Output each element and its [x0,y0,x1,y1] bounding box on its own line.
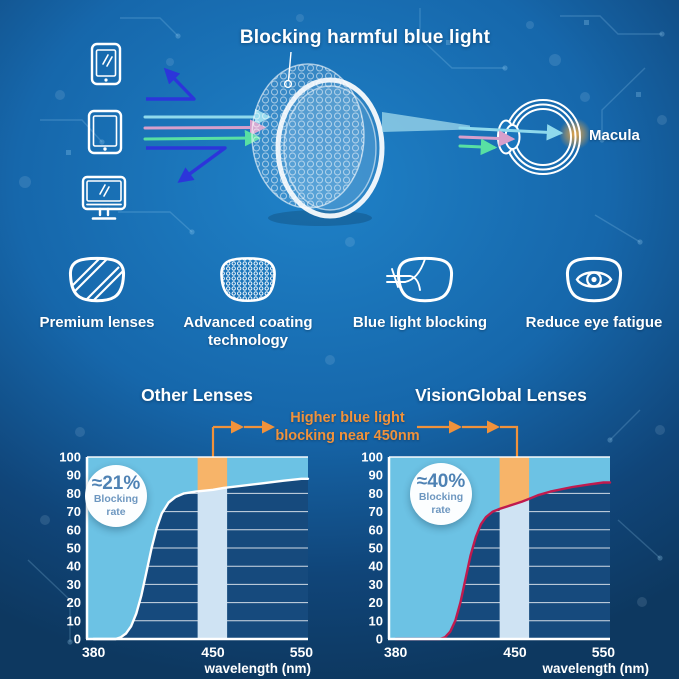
blue-light-diagram [81,42,591,226]
svg-text:90: 90 [67,468,81,483]
svg-text:0: 0 [376,632,383,647]
svg-text:70: 70 [369,504,383,519]
svg-text:550: 550 [290,644,314,660]
svg-text:50: 50 [369,541,383,556]
svg-text:10: 10 [67,613,81,628]
highlight-annotation: Higher blue light blocking near 450nm [275,410,420,445]
page-title: Blocking harmful blue light [239,27,491,48]
svg-text:wavelength (nm): wavelength (nm) [541,661,649,676]
svg-text:100: 100 [59,450,81,465]
svg-text:60: 60 [67,522,81,537]
visionglobal-lenses-plot: 0 10 20 30 40 50 60 70 80 90 100 380 450 550wavelengt… [361,450,649,677]
feature-item: Blue light blocking [335,255,505,332]
svg-text:380: 380 [384,644,408,660]
reduce-eye-fatigue-lens-icon [565,256,623,303]
feature-item: Reduce eye fatigue [509,255,679,332]
honeycomb-coating [251,63,365,209]
incoming-light-rays [143,108,272,147]
svg-text:30: 30 [369,577,383,592]
left-chart-title: Other Lenses [141,385,253,405]
premium-lens-icon [68,256,126,303]
svg-text:0: 0 [74,632,81,647]
svg-text:70: 70 [67,504,81,519]
reflected-blue-arrows [146,67,227,183]
feature-item: Advanced coating technology [177,255,319,350]
coating-mesh-lens-icon [220,257,276,303]
svg-text:100: 100 [361,450,383,465]
svg-text:450: 450 [201,644,225,660]
svg-text:50: 50 [67,541,81,556]
feature-label: Reduce eye fatigue [525,314,663,331]
svg-text:40: 40 [67,559,81,574]
svg-text:40: 40 [369,559,383,574]
right-chart-title: VisionGlobal Lenses [415,385,587,405]
svg-text:10: 10 [369,613,383,628]
svg-text:380: 380 [82,644,106,660]
tablet-icon [87,109,123,155]
svg-text:20: 20 [67,595,81,610]
blocking-rate-badge: ≈21% Blocking rate [85,465,147,527]
features-row: Premium lenses Advanced coating technolo… [0,255,679,375]
svg-text:30: 30 [67,577,81,592]
blocking-rate-value: ≈21% [91,473,141,495]
other-lenses-chart: 0 10 20 30 40 50 60 70 80 90 100 380 450 550 wavelengt… [55,443,315,679]
svg-text:wavelength (nm): wavelength (nm) [203,661,311,676]
svg-text:450: 450 [503,644,527,660]
transmitted-rays [382,112,564,156]
title-callout-line [283,51,293,89]
macula-label: Macula [589,127,640,144]
svg-text:80: 80 [369,486,383,501]
svg-text:90: 90 [369,468,383,483]
feature-label: Advanced coating technology [183,314,313,349]
feature-item: Premium lenses [26,255,168,332]
coated-lens [251,51,385,226]
svg-text:80: 80 [67,486,81,501]
blue-light-blocking-lens-icon [386,256,454,303]
feature-label: Blue light blocking [352,314,488,331]
feature-label: Premium lenses [39,314,155,331]
visionglobal-lenses-chart: 0 10 20 30 40 50 60 70 80 90 100 380 450 550 wavelengt… [357,443,657,679]
smartphone-icon [90,42,122,86]
svg-text:20: 20 [369,595,383,610]
blocking-rate-value: ≈40% [416,471,466,493]
monitor-icon [81,175,127,220]
svg-text:550: 550 [592,644,616,660]
eye-glyph [575,271,613,288]
svg-text:60: 60 [369,522,383,537]
blocking-rate-badge: ≈40% Blocking rate [410,463,472,525]
